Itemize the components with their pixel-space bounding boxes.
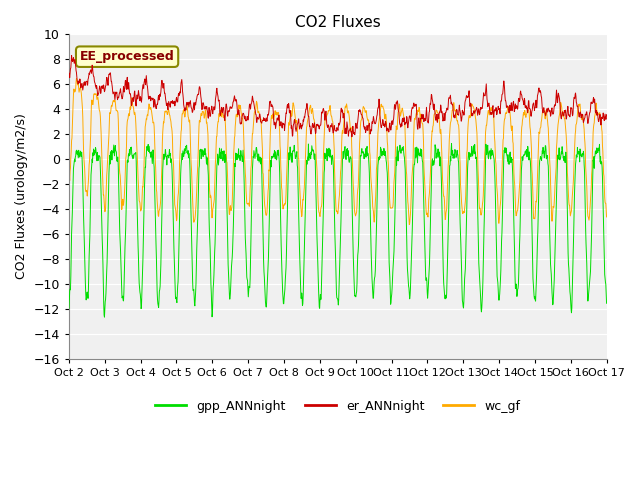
Legend: gpp_ANNnight, er_ANNnight, wc_gf: gpp_ANNnight, er_ANNnight, wc_gf [150, 395, 525, 418]
Text: EE_processed: EE_processed [80, 50, 175, 63]
Y-axis label: CO2 Fluxes (urology/m2/s): CO2 Fluxes (urology/m2/s) [15, 113, 28, 279]
Title: CO2 Fluxes: CO2 Fluxes [295, 15, 381, 30]
